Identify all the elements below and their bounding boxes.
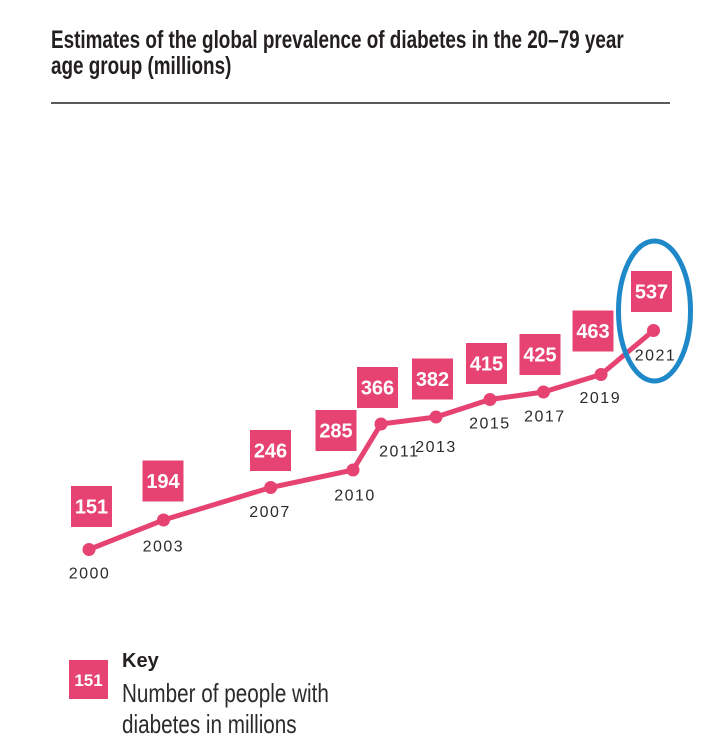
svg-text:463: 463 [576,321,609,343]
svg-text:425: 425 [523,345,556,367]
svg-text:2019: 2019 [580,390,622,407]
svg-text:285: 285 [319,421,352,443]
svg-text:2007: 2007 [249,504,291,521]
svg-text:366: 366 [361,378,394,400]
svg-text:2013: 2013 [415,439,457,456]
svg-text:415: 415 [470,354,503,376]
svg-text:194: 194 [146,471,180,493]
svg-text:2021: 2021 [635,348,677,365]
svg-text:2011: 2011 [379,444,419,461]
svg-text:2017: 2017 [524,409,566,426]
svg-text:151: 151 [75,497,108,519]
svg-text:2015: 2015 [469,416,511,433]
svg-text:2000: 2000 [69,566,111,583]
svg-text:2003: 2003 [143,539,185,556]
svg-text:537: 537 [635,282,668,304]
svg-text:2010: 2010 [334,487,376,504]
svg-text:382: 382 [416,369,449,391]
svg-text:246: 246 [254,441,287,463]
